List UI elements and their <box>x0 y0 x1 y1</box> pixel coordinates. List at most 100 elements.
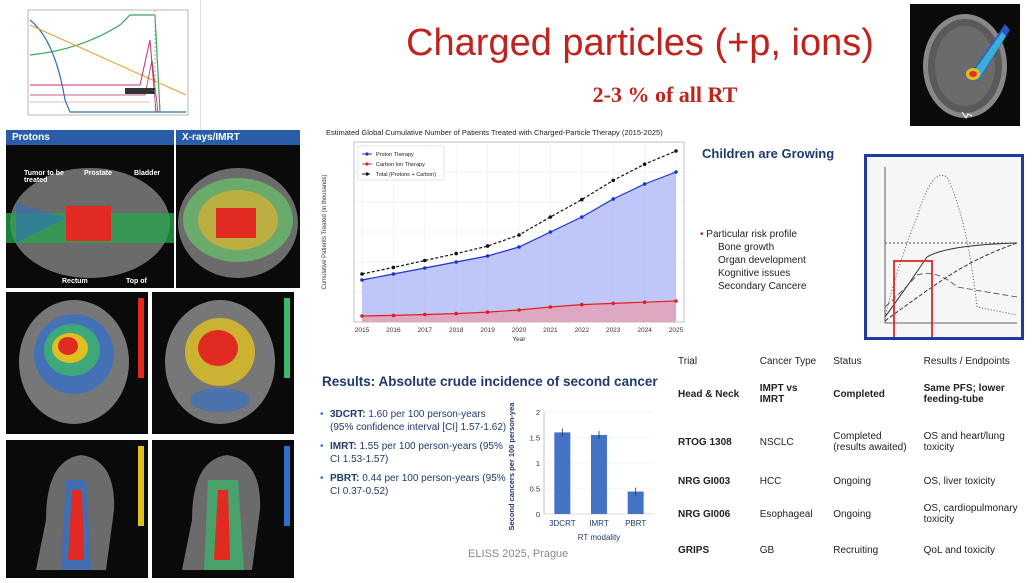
cell-status: Completed (results awaited) <box>833 431 907 453</box>
ct-scan-image <box>910 4 1020 126</box>
second-cancer-bar-chart: 0 0.5 1 1.5 2 3DCRT IMRT PBRT RT modality Second … <box>504 395 664 552</box>
carbon-point <box>454 311 458 316</box>
bar <box>591 434 607 514</box>
results-list: 3DCRT: 1.60 per 100 person-years (95% co… <box>320 408 510 504</box>
carbon-point <box>611 301 615 306</box>
protons-label: Protons <box>6 130 174 145</box>
cell-trial: NRG GI003 <box>678 475 731 487</box>
x-tick-label: IMRT <box>589 519 609 528</box>
table-row: NRG GI003 HCC Ongoing OS, liver toxicity <box>672 467 1032 495</box>
x-tick-label: 2022 <box>575 327 590 334</box>
proton-point <box>611 197 615 201</box>
x-tick-label: 2020 <box>512 327 527 334</box>
total-point <box>548 215 553 219</box>
slide-subtitle: 2-3 % of all RT <box>592 82 738 107</box>
head-sagittal-protons <box>6 440 148 578</box>
head-sagittal-xray <box>152 440 294 578</box>
carbon-point <box>642 300 647 304</box>
slide-title: Charged particles (+p, ions) <box>406 22 874 64</box>
proton-point <box>580 215 584 219</box>
y-tick-label: 1.5 <box>530 434 540 443</box>
cell-results: OS, liver toxicity <box>923 475 996 487</box>
x-tick-label: 3DCRT <box>549 519 576 528</box>
cell-cancer: Esophageal <box>759 508 813 520</box>
carbon-point <box>360 314 364 318</box>
cell-trial: GRIPS <box>678 544 710 556</box>
total-point <box>642 162 647 166</box>
x-tick-label: PBRT <box>625 519 646 528</box>
legend-box <box>357 145 445 181</box>
y-tick-label: 2 <box>536 408 540 417</box>
y-tick-label: 1 <box>536 459 540 468</box>
cell-cancer: GB <box>759 544 775 556</box>
risk-item: Bone growth <box>718 242 775 253</box>
legend-marker <box>365 162 369 166</box>
result-name: IMRT: <box>330 441 357 452</box>
total-point <box>423 258 427 263</box>
result-name: 3DCRT: <box>330 409 366 420</box>
cumulative-patients-chart: Estimated Global Cumulative Number of Pa… <box>312 124 702 346</box>
proton-point <box>485 254 490 258</box>
result-item: IMRT: 1.55 per 100 person-years (95% CI … <box>320 440 510 466</box>
proton-point <box>423 266 427 270</box>
result-text: 1.55 per 100 person-years (95% CI 1.53-1… <box>330 441 503 465</box>
cell-trial: Head & Neck <box>678 388 740 400</box>
legend-label: Carbon Ion Therapy <box>376 162 425 168</box>
label-top-of: Top of <box>126 278 147 285</box>
cell-status: Recruiting <box>833 544 879 556</box>
risk-item: Secondary Cancere <box>718 281 807 292</box>
total-point <box>517 233 521 237</box>
result-text: 0.44 per 100 person-years (95% CI 0.37-0… <box>330 473 506 497</box>
slide-footer: ELISS 2025, Prague <box>468 548 569 560</box>
xray-label: X-rays/IMRT <box>176 130 300 145</box>
legend-label: Total (Protons + Carbon) <box>376 172 436 178</box>
x-tick-label: 2019 <box>480 327 495 334</box>
result-item: PBRT: 0.44 per 100 person-years (95% CI … <box>320 472 510 498</box>
proton-point <box>642 182 647 186</box>
total-point <box>674 149 678 153</box>
chart-title: Estimated Global Cumulative Number of Pa… <box>326 128 663 137</box>
proton-point <box>454 260 458 264</box>
x-tick-label: 2021 <box>543 327 558 334</box>
proton-point <box>548 230 553 234</box>
x-axis-label: RT modality <box>578 533 620 542</box>
brain-dose-xray <box>152 292 294 434</box>
carbon-point <box>674 299 678 303</box>
cell-cancer: HCC <box>759 475 782 487</box>
total-point <box>485 244 490 248</box>
cell-results: Same PFS; lower feeding-tube <box>923 383 1005 405</box>
total-point <box>360 272 364 276</box>
risk-list: • Particular risk profile Bone growth Or… <box>700 228 806 293</box>
carbon-point <box>548 305 553 309</box>
table-row: NRG GI006 Esophageal Ongoing OS, cardiop… <box>672 495 1032 533</box>
proton-point <box>391 272 396 276</box>
bar <box>554 432 571 514</box>
x-tick-label: 2016 <box>386 327 401 334</box>
carbon-point <box>517 308 521 312</box>
cell-status: Ongoing <box>833 508 872 520</box>
y-axis-label: Cumulative Patients Treated (in thousand… <box>322 174 328 289</box>
label-bladder: Bladder <box>134 170 161 177</box>
cell-status: Ongoing <box>833 475 872 487</box>
cell-status: Completed <box>833 388 885 400</box>
y-tick-label: 0 <box>536 510 540 519</box>
legend-label: Proton Therapy <box>376 152 414 158</box>
x-tick-label: 2025 <box>669 327 684 334</box>
x-axis-label: Year <box>512 336 526 343</box>
table-row: Head & Neck IMPT vs IMRT Completed Same … <box>672 371 1032 417</box>
table-row: RTOG 1308 NSCLC Completed (results await… <box>672 417 1032 467</box>
cell-cancer: NSCLC <box>759 436 794 448</box>
header-status: Status <box>833 356 862 367</box>
total-point <box>611 178 615 183</box>
legend-marker <box>365 172 369 176</box>
bar <box>627 491 644 514</box>
cell-trial: NRG GI006 <box>678 508 731 520</box>
y-axis-label: Second cancers per 100 person-years <box>507 402 516 531</box>
cell-results: OS and heart/lung toxicity <box>923 431 1005 453</box>
trials-table: Trial Cancer Type Status Results / Endpo… <box>672 352 1032 567</box>
result-item: 3DCRT: 1.60 per 100 person-years (95% co… <box>320 408 510 434</box>
x-tick-label: 2017 <box>418 327 433 334</box>
result-name: PBRT: <box>330 473 360 484</box>
cell-results: OS, cardiopulmonary toxicity <box>923 503 1018 525</box>
carbon-point <box>580 302 584 307</box>
